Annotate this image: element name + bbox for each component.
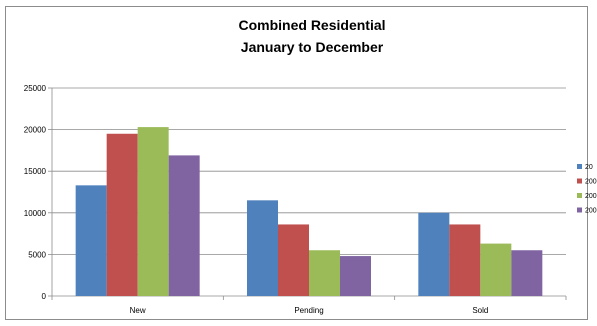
bar-new-series-4 — [168, 155, 200, 296]
x-axis-ticks: New Pending Sold — [51, 296, 567, 315]
bar-new-series-2 — [106, 133, 138, 296]
legend-swatch-2 — [577, 178, 582, 184]
bar-sold-series-3 — [480, 243, 512, 296]
y-tick-label: 25000 — [24, 84, 47, 93]
y-tick-label: 5000 — [28, 250, 46, 259]
x-tick-label-new: New — [130, 306, 146, 315]
legend-label-1: 20 — [585, 164, 593, 171]
bar-sold-series-4 — [511, 250, 543, 296]
bar-sold-series-1 — [418, 212, 450, 296]
legend-label-3: 200 — [585, 193, 597, 200]
y-tick-label: 15000 — [24, 167, 47, 176]
legend-swatch-3 — [577, 193, 582, 198]
bar-pending-series-2 — [278, 224, 309, 296]
legend-label-4: 200 — [585, 208, 597, 215]
bar-new-series-1 — [75, 185, 107, 296]
x-tick-label-sold: Sold — [472, 306, 488, 315]
chart-title-line-1: Combined Residential — [238, 17, 385, 33]
legend: 20 200 200 200 — [577, 164, 597, 215]
bars — [75, 127, 543, 296]
bar-pending-series-1 — [247, 200, 278, 296]
chart-title-line-2: January to December — [241, 39, 384, 55]
y-axis-ticks: 0 5000 10000 15000 20000 25000 — [24, 84, 52, 301]
chart-title: Combined Residential January to December — [238, 17, 385, 55]
bar-pending-series-4 — [340, 256, 371, 296]
y-tick-label: 20000 — [24, 126, 47, 135]
legend-swatch-1 — [577, 164, 582, 169]
legend-label-2: 200 — [585, 179, 597, 186]
y-tick-label: 10000 — [24, 209, 47, 218]
bar-new-series-3 — [137, 127, 169, 296]
x-tick-label-pending: Pending — [294, 306, 323, 315]
bar-sold-series-2 — [449, 224, 481, 296]
legend-swatch-4 — [577, 207, 582, 213]
y-tick-label: 0 — [42, 292, 47, 301]
bar-pending-series-3 — [309, 250, 340, 296]
